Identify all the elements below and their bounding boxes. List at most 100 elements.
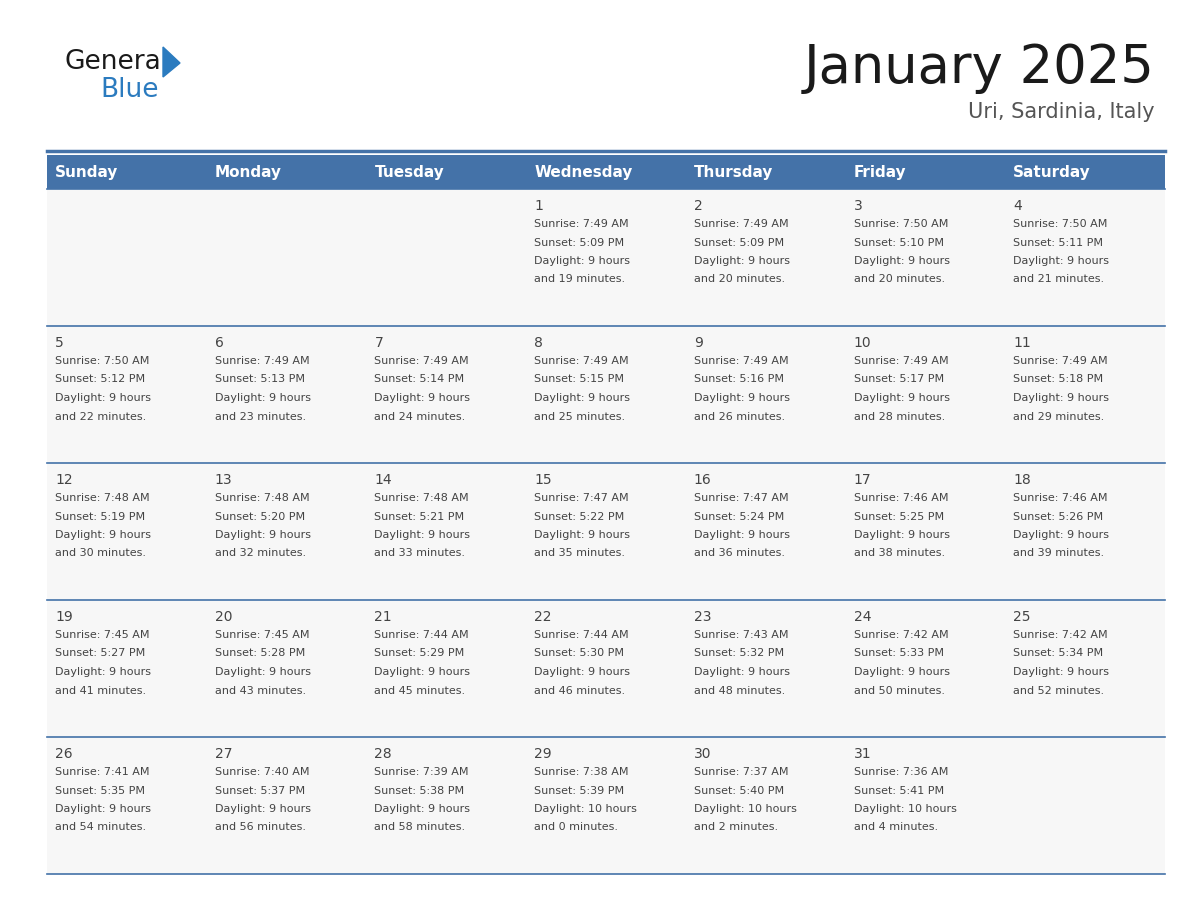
Text: Friday: Friday: [853, 164, 906, 180]
Text: Daylight: 9 hours: Daylight: 9 hours: [215, 393, 311, 403]
Text: Sunrise: 7:48 AM: Sunrise: 7:48 AM: [215, 493, 309, 503]
Text: Sunrise: 7:49 AM: Sunrise: 7:49 AM: [853, 356, 948, 366]
Text: 24: 24: [853, 610, 871, 624]
Text: Sunset: 5:12 PM: Sunset: 5:12 PM: [55, 375, 145, 385]
Text: Sunset: 5:15 PM: Sunset: 5:15 PM: [535, 375, 624, 385]
Text: 22: 22: [535, 610, 551, 624]
Text: Sunset: 5:30 PM: Sunset: 5:30 PM: [535, 648, 624, 658]
Text: Sunset: 5:33 PM: Sunset: 5:33 PM: [853, 648, 943, 658]
Text: 3: 3: [853, 199, 862, 213]
Text: Sunrise: 7:46 AM: Sunrise: 7:46 AM: [853, 493, 948, 503]
Text: Daylight: 9 hours: Daylight: 9 hours: [215, 804, 311, 814]
Text: Sunset: 5:09 PM: Sunset: 5:09 PM: [535, 238, 624, 248]
Bar: [48, 155, 207, 189]
Text: Daylight: 9 hours: Daylight: 9 hours: [1013, 256, 1110, 266]
Bar: [207, 189, 366, 326]
Text: Sunset: 5:40 PM: Sunset: 5:40 PM: [694, 786, 784, 796]
Text: and 46 minutes.: and 46 minutes.: [535, 686, 625, 696]
Text: Sunrise: 7:50 AM: Sunrise: 7:50 AM: [55, 356, 150, 366]
Text: Sunrise: 7:38 AM: Sunrise: 7:38 AM: [535, 767, 628, 777]
Bar: [526, 600, 685, 737]
Text: Thursday: Thursday: [694, 164, 773, 180]
Text: Sunset: 5:17 PM: Sunset: 5:17 PM: [853, 375, 943, 385]
Text: Sunrise: 7:50 AM: Sunrise: 7:50 AM: [853, 219, 948, 229]
Text: 12: 12: [55, 473, 72, 487]
Text: Sunset: 5:41 PM: Sunset: 5:41 PM: [853, 786, 943, 796]
Text: Sunset: 5:22 PM: Sunset: 5:22 PM: [535, 511, 625, 521]
Text: 20: 20: [215, 610, 232, 624]
Text: Sunset: 5:39 PM: Sunset: 5:39 PM: [535, 786, 624, 796]
Text: and 39 minutes.: and 39 minutes.: [1013, 548, 1105, 558]
Text: and 19 minutes.: and 19 minutes.: [535, 274, 625, 285]
Bar: [685, 155, 846, 189]
Text: 4: 4: [1013, 199, 1022, 213]
Text: 11: 11: [1013, 336, 1031, 350]
Text: 13: 13: [215, 473, 233, 487]
Text: and 54 minutes.: and 54 minutes.: [55, 823, 146, 833]
Text: 25: 25: [1013, 610, 1031, 624]
Text: Sunrise: 7:49 AM: Sunrise: 7:49 AM: [694, 219, 789, 229]
Text: and 0 minutes.: and 0 minutes.: [535, 823, 618, 833]
Text: and 36 minutes.: and 36 minutes.: [694, 548, 785, 558]
Text: Daylight: 9 hours: Daylight: 9 hours: [55, 530, 151, 540]
Text: Sunset: 5:28 PM: Sunset: 5:28 PM: [215, 648, 305, 658]
Text: Sunrise: 7:45 AM: Sunrise: 7:45 AM: [55, 630, 150, 640]
Text: Sunset: 5:27 PM: Sunset: 5:27 PM: [55, 648, 145, 658]
Bar: [366, 600, 526, 737]
Text: and 23 minutes.: and 23 minutes.: [215, 411, 305, 421]
Bar: [685, 600, 846, 737]
Text: Daylight: 9 hours: Daylight: 9 hours: [374, 393, 470, 403]
Text: 10: 10: [853, 336, 871, 350]
Text: Sunrise: 7:49 AM: Sunrise: 7:49 AM: [694, 356, 789, 366]
Text: 17: 17: [853, 473, 871, 487]
Text: Sunrise: 7:42 AM: Sunrise: 7:42 AM: [1013, 630, 1108, 640]
Text: Sunrise: 7:44 AM: Sunrise: 7:44 AM: [374, 630, 469, 640]
Text: Sunset: 5:16 PM: Sunset: 5:16 PM: [694, 375, 784, 385]
Text: 18: 18: [1013, 473, 1031, 487]
Text: and 38 minutes.: and 38 minutes.: [853, 548, 944, 558]
Text: Sunset: 5:13 PM: Sunset: 5:13 PM: [215, 375, 304, 385]
Bar: [366, 737, 526, 874]
Text: Daylight: 10 hours: Daylight: 10 hours: [694, 804, 797, 814]
Text: Daylight: 9 hours: Daylight: 9 hours: [215, 667, 311, 677]
Bar: [207, 155, 366, 189]
Text: and 41 minutes.: and 41 minutes.: [55, 686, 146, 696]
Text: 27: 27: [215, 747, 232, 761]
Text: Wednesday: Wednesday: [535, 164, 632, 180]
Text: Daylight: 9 hours: Daylight: 9 hours: [1013, 667, 1110, 677]
Text: 5: 5: [55, 336, 64, 350]
Text: Daylight: 9 hours: Daylight: 9 hours: [55, 393, 151, 403]
Text: Sunrise: 7:48 AM: Sunrise: 7:48 AM: [55, 493, 150, 503]
Bar: [366, 155, 526, 189]
Text: Uri, Sardinia, Italy: Uri, Sardinia, Italy: [968, 102, 1155, 122]
Text: Sunrise: 7:41 AM: Sunrise: 7:41 AM: [55, 767, 150, 777]
Text: Sunrise: 7:44 AM: Sunrise: 7:44 AM: [535, 630, 628, 640]
Bar: [685, 189, 846, 326]
Text: 9: 9: [694, 336, 703, 350]
Bar: [48, 737, 207, 874]
Bar: [207, 600, 366, 737]
Text: and 22 minutes.: and 22 minutes.: [55, 411, 146, 421]
Text: Sunset: 5:21 PM: Sunset: 5:21 PM: [374, 511, 465, 521]
Text: Sunrise: 7:49 AM: Sunrise: 7:49 AM: [1013, 356, 1108, 366]
Bar: [846, 189, 1005, 326]
Text: and 4 minutes.: and 4 minutes.: [853, 823, 937, 833]
Text: 1: 1: [535, 199, 543, 213]
Text: Sunset: 5:09 PM: Sunset: 5:09 PM: [694, 238, 784, 248]
Text: and 33 minutes.: and 33 minutes.: [374, 548, 466, 558]
Text: Sunset: 5:26 PM: Sunset: 5:26 PM: [1013, 511, 1104, 521]
Bar: [1005, 463, 1165, 600]
Text: Sunrise: 7:36 AM: Sunrise: 7:36 AM: [853, 767, 948, 777]
Text: Daylight: 9 hours: Daylight: 9 hours: [55, 667, 151, 677]
Text: 19: 19: [55, 610, 72, 624]
Bar: [526, 737, 685, 874]
Bar: [685, 463, 846, 600]
Bar: [1005, 155, 1165, 189]
Bar: [846, 737, 1005, 874]
Bar: [1005, 326, 1165, 463]
Text: and 35 minutes.: and 35 minutes.: [535, 548, 625, 558]
Text: 29: 29: [535, 747, 551, 761]
Text: Blue: Blue: [100, 77, 158, 103]
Text: 30: 30: [694, 747, 712, 761]
Bar: [366, 326, 526, 463]
